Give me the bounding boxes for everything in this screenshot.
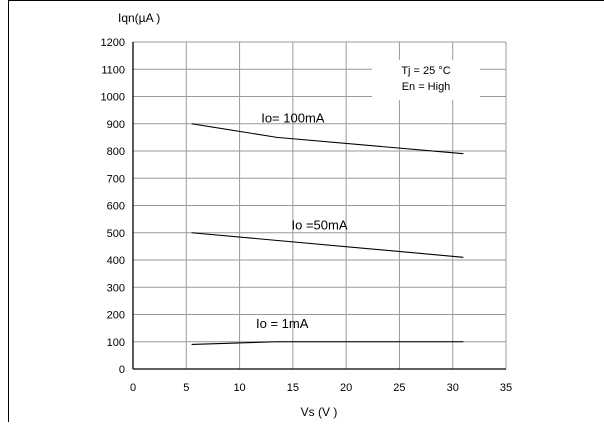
series-labels: Io= 100mA Io =50mA Io = 1mA [256, 110, 348, 331]
y-tick-label: 300 [107, 282, 125, 294]
series-label-0: Io= 100mA [261, 110, 325, 125]
y-tick-label: 1200 [101, 37, 125, 49]
series-label-1: Io =50mA [291, 218, 347, 233]
y-axis-title: Iqn(µA ) [118, 11, 160, 25]
annotation-temperature: Tj = 25 °C [401, 65, 450, 77]
x-axis-title: Vs (V ) [301, 405, 338, 419]
y-tick-label: 200 [107, 310, 125, 322]
series-label-2: Io = 1mA [256, 316, 309, 331]
x-tick-label: 5 [183, 382, 189, 394]
series-line-2 [191, 341, 464, 346]
y-tick-label: 500 [107, 228, 125, 240]
x-tick-label: 30 [447, 382, 459, 394]
x-tick-label: 15 [287, 382, 299, 394]
annotation-box [372, 60, 480, 100]
series-lines [191, 123, 464, 346]
series-line-0 [191, 123, 464, 155]
x-tick-label: 35 [500, 382, 512, 394]
y-tick-label: 700 [107, 173, 125, 185]
annotation-enable: En = High [402, 81, 451, 93]
x-tick-label: 25 [393, 382, 405, 394]
y-tick-label: 100 [107, 337, 125, 349]
y-tick-label: 1100 [101, 64, 125, 76]
y-tick-label: 0 [119, 364, 125, 376]
y-tick-label: 800 [107, 146, 125, 158]
y-tick-label: 400 [107, 255, 125, 267]
series-line-1 [191, 232, 464, 258]
x-tick-label: 0 [130, 382, 136, 394]
tick-labels: 0100200300400500600700800900100011001200… [101, 37, 513, 394]
x-tick-label: 20 [340, 382, 352, 394]
axes [132, 42, 506, 370]
grid [133, 41, 507, 369]
x-tick-label: 10 [233, 382, 245, 394]
y-tick-label: 900 [107, 119, 125, 131]
y-tick-label: 600 [107, 201, 125, 213]
y-tick-label: 1000 [101, 92, 125, 104]
